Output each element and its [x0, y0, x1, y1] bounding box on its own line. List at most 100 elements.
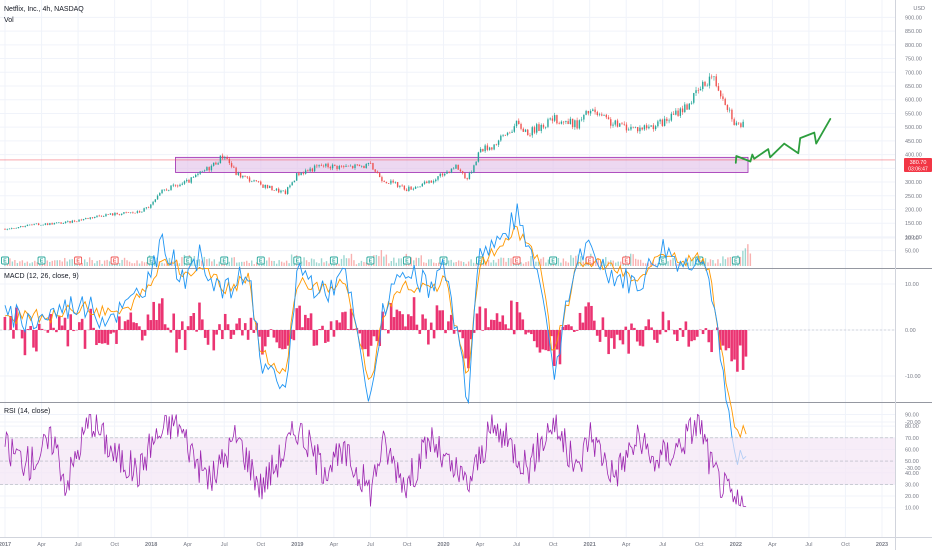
- candle[interactable]: [60, 222, 61, 223]
- candle[interactable]: [738, 123, 739, 124]
- candle[interactable]: [628, 130, 629, 131]
- candle[interactable]: [92, 217, 93, 218]
- candle[interactable]: [554, 115, 555, 121]
- candle[interactable]: [558, 123, 559, 124]
- candle[interactable]: [134, 213, 135, 214]
- candle[interactable]: [466, 178, 467, 179]
- candle[interactable]: [224, 157, 225, 158]
- candle[interactable]: [590, 111, 591, 113]
- candle[interactable]: [177, 186, 178, 187]
- candle[interactable]: [276, 189, 277, 191]
- candle[interactable]: [641, 128, 642, 130]
- earnings-marker[interactable]: E: [111, 257, 118, 265]
- candle[interactable]: [211, 166, 212, 170]
- candle[interactable]: [294, 181, 295, 183]
- candle[interactable]: [137, 211, 138, 213]
- candle[interactable]: [213, 163, 214, 166]
- candle[interactable]: [350, 166, 351, 167]
- earnings-marker[interactable]: E: [732, 257, 739, 265]
- candle[interactable]: [40, 225, 41, 226]
- earnings-marker[interactable]: E: [550, 257, 557, 265]
- candle[interactable]: [424, 182, 425, 184]
- candle[interactable]: [233, 167, 234, 168]
- candle[interactable]: [527, 130, 528, 135]
- candle[interactable]: [305, 170, 306, 173]
- candle[interactable]: [538, 124, 539, 131]
- candle[interactable]: [222, 156, 223, 159]
- candle[interactable]: [226, 157, 227, 159]
- candle[interactable]: [666, 119, 667, 121]
- candle[interactable]: [455, 165, 456, 169]
- candle[interactable]: [597, 112, 598, 115]
- candle[interactable]: [280, 191, 281, 193]
- candle[interactable]: [545, 127, 546, 128]
- candle[interactable]: [453, 169, 454, 170]
- candle[interactable]: [87, 218, 88, 219]
- candle[interactable]: [235, 168, 236, 175]
- candle[interactable]: [484, 145, 485, 151]
- candle[interactable]: [345, 166, 346, 167]
- candle[interactable]: [193, 177, 194, 178]
- candle[interactable]: [606, 115, 607, 117]
- candle[interactable]: [408, 187, 409, 191]
- volume-label[interactable]: Vol: [4, 17, 14, 24]
- candle[interactable]: [285, 191, 286, 194]
- candle[interactable]: [525, 130, 526, 132]
- candle[interactable]: [249, 177, 250, 181]
- candle[interactable]: [509, 133, 510, 134]
- candle[interactable]: [332, 165, 333, 169]
- candle[interactable]: [415, 187, 416, 189]
- candle[interactable]: [644, 125, 645, 129]
- candle[interactable]: [426, 182, 427, 183]
- candle[interactable]: [733, 119, 734, 125]
- candle[interactable]: [269, 186, 270, 188]
- candle[interactable]: [159, 193, 160, 196]
- candle[interactable]: [85, 218, 86, 219]
- candle[interactable]: [65, 222, 66, 223]
- candle[interactable]: [368, 163, 369, 164]
- candle[interactable]: [199, 171, 200, 173]
- candle[interactable]: [238, 173, 239, 175]
- candle[interactable]: [511, 132, 512, 133]
- candle[interactable]: [191, 177, 192, 182]
- candle[interactable]: [38, 224, 39, 225]
- candle[interactable]: [547, 119, 548, 127]
- candle[interactable]: [72, 221, 73, 223]
- candle[interactable]: [366, 164, 367, 168]
- earnings-marker[interactable]: E: [513, 257, 520, 265]
- candle[interactable]: [698, 90, 699, 91]
- candle[interactable]: [727, 105, 728, 110]
- candle[interactable]: [336, 166, 337, 169]
- candle[interactable]: [662, 120, 663, 126]
- candle[interactable]: [684, 104, 685, 112]
- candle[interactable]: [610, 119, 611, 125]
- candle[interactable]: [143, 208, 144, 211]
- candle[interactable]: [186, 180, 187, 181]
- candle[interactable]: [283, 191, 284, 192]
- candle[interactable]: [603, 115, 604, 116]
- candle[interactable]: [520, 124, 521, 129]
- candle[interactable]: [437, 176, 438, 179]
- candle[interactable]: [581, 120, 582, 121]
- candle[interactable]: [711, 77, 712, 78]
- candle[interactable]: [718, 86, 719, 91]
- candle[interactable]: [197, 174, 198, 175]
- candle[interactable]: [449, 172, 450, 173]
- candle[interactable]: [318, 165, 319, 166]
- candle[interactable]: [298, 173, 299, 175]
- candle[interactable]: [516, 121, 517, 126]
- candle[interactable]: [54, 223, 55, 224]
- candle[interactable]: [702, 82, 703, 89]
- candle[interactable]: [729, 110, 730, 111]
- candle[interactable]: [536, 124, 537, 132]
- candle[interactable]: [114, 213, 115, 215]
- candle[interactable]: [354, 165, 355, 168]
- candle[interactable]: [83, 219, 84, 220]
- candle[interactable]: [303, 173, 304, 174]
- candle[interactable]: [677, 111, 678, 116]
- candle[interactable]: [155, 199, 156, 202]
- candle[interactable]: [7, 229, 8, 230]
- candle[interactable]: [428, 181, 429, 183]
- candle[interactable]: [188, 180, 189, 183]
